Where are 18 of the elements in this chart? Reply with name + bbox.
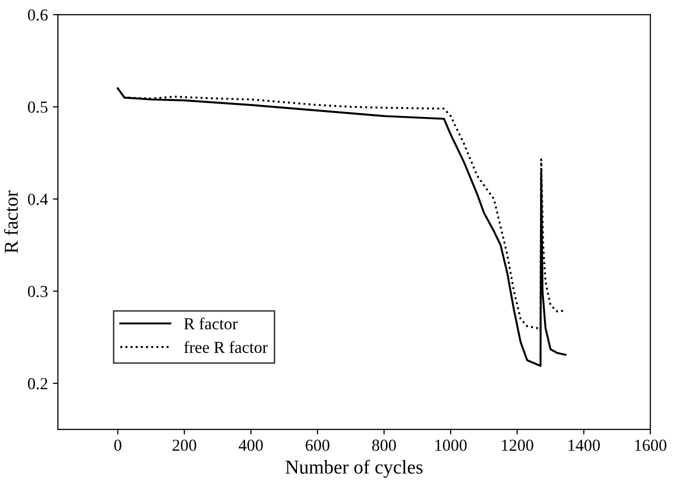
- x-tick-label: 1400: [568, 440, 600, 451]
- x-tick-label: 1200: [502, 440, 534, 451]
- x-tick-label: 200: [172, 440, 196, 451]
- y-tick-label: 0.4: [28, 194, 48, 206]
- x-tick-label: 1000: [435, 440, 467, 451]
- x-tick-label: 400: [238, 440, 263, 451]
- y-tick-label: 0.5: [28, 102, 48, 113]
- x-axis-title: Number of cycles: [286, 460, 423, 478]
- x-tick-label: 600: [306, 440, 330, 451]
- x-tick-label: 0: [114, 440, 122, 451]
- y-axis-title: R factor: [4, 190, 18, 254]
- y-tick-label: 0.2: [28, 378, 48, 390]
- y-tick-label: 0.6: [28, 9, 48, 21]
- y-tick-label: 0.3: [28, 286, 48, 298]
- x-tick-label: 1600: [635, 440, 666, 451]
- legend-label: R factor: [184, 318, 238, 330]
- x-tick-label: 800: [372, 440, 396, 451]
- legend-label: free R factor: [184, 341, 268, 353]
